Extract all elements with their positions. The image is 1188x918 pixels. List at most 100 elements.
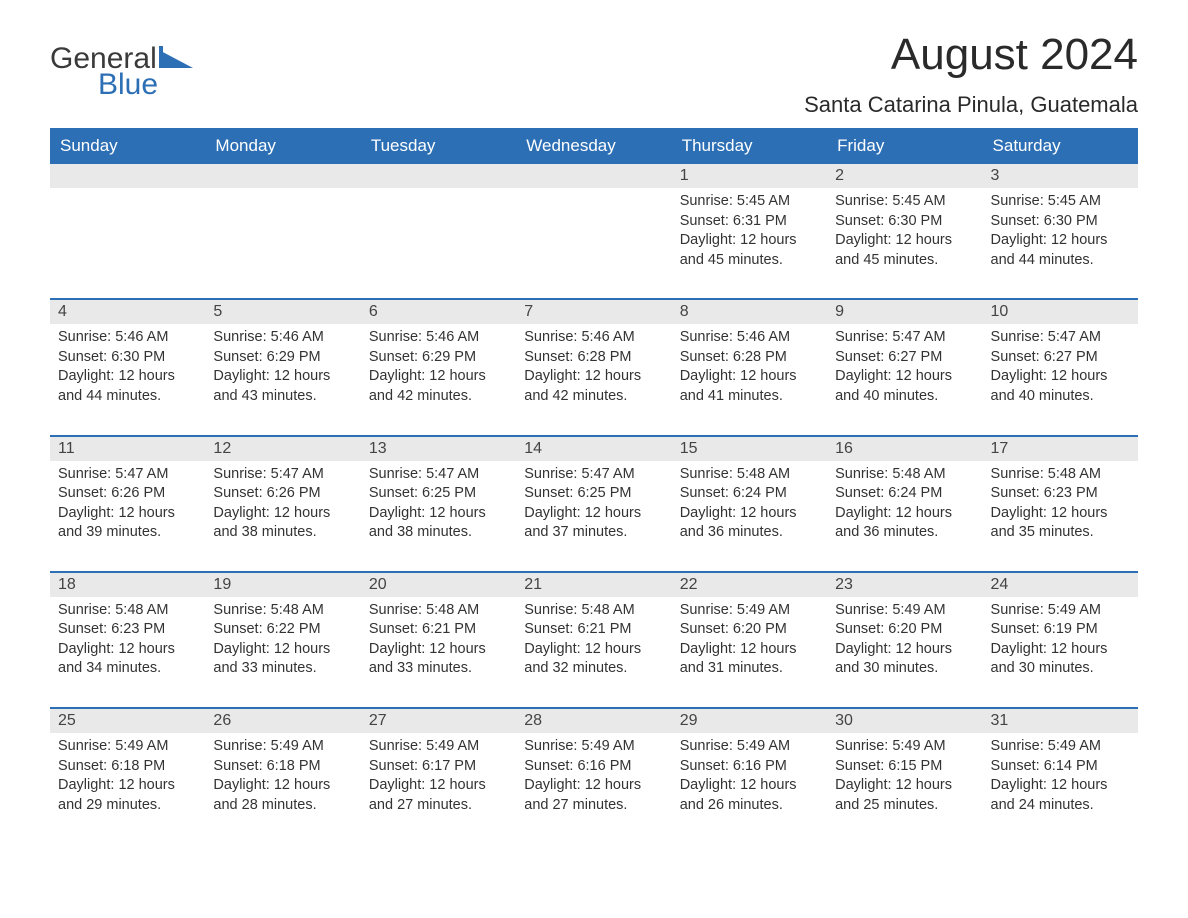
day-daylight2: and 39 minutes. [58,523,197,543]
day-number: 12 [205,437,360,461]
day-content [205,188,360,220]
col-tuesday: Tuesday [361,128,516,164]
day-daylight1: Daylight: 12 hours [835,776,974,796]
day-daylight2: and 31 minutes. [680,659,819,679]
day-daylight2: and 26 minutes. [680,796,819,816]
day-daylight2: and 40 minutes. [835,387,974,407]
day-sunrise: Sunrise: 5:49 AM [680,601,819,621]
day-sunset: Sunset: 6:30 PM [835,212,974,232]
day-daylight1: Daylight: 12 hours [369,776,508,796]
day-sunrise: Sunrise: 5:49 AM [991,737,1130,757]
day-number: 4 [50,300,205,324]
day-number: 22 [672,573,827,597]
day-number: 8 [672,300,827,324]
day-daylight1: Daylight: 12 hours [213,640,352,660]
day-sunrise: Sunrise: 5:48 AM [213,601,352,621]
day-number: 31 [983,709,1138,733]
logo-text-blue: Blue [98,70,193,100]
day-sunrise: Sunrise: 5:48 AM [524,601,663,621]
day-daylight2: and 29 minutes. [58,796,197,816]
day-content: Sunrise: 5:49 AMSunset: 6:15 PMDaylight:… [827,733,982,843]
day-number [516,164,671,188]
day-number: 24 [983,573,1138,597]
calendar-body: 1Sunrise: 5:45 AMSunset: 6:31 PMDaylight… [50,164,1138,843]
calendar-cell: 6Sunrise: 5:46 AMSunset: 6:29 PMDaylight… [361,299,516,435]
day-sunset: Sunset: 6:29 PM [213,348,352,368]
day-sunset: Sunset: 6:14 PM [991,757,1130,777]
calendar-cell: 8Sunrise: 5:46 AMSunset: 6:28 PMDaylight… [672,299,827,435]
day-content [361,188,516,220]
day-daylight2: and 33 minutes. [369,659,508,679]
day-daylight2: and 45 minutes. [835,251,974,271]
col-monday: Monday [205,128,360,164]
day-daylight2: and 43 minutes. [213,387,352,407]
day-daylight2: and 33 minutes. [213,659,352,679]
day-sunrise: Sunrise: 5:46 AM [680,328,819,348]
day-content [50,188,205,220]
day-daylight1: Daylight: 12 hours [58,776,197,796]
calendar-cell: 26Sunrise: 5:49 AMSunset: 6:18 PMDayligh… [205,708,360,843]
day-sunset: Sunset: 6:17 PM [369,757,508,777]
day-daylight1: Daylight: 12 hours [680,776,819,796]
day-sunrise: Sunrise: 5:46 AM [213,328,352,348]
day-number: 19 [205,573,360,597]
day-daylight1: Daylight: 12 hours [524,776,663,796]
day-daylight1: Daylight: 12 hours [58,367,197,387]
day-content: Sunrise: 5:47 AMSunset: 6:25 PMDaylight:… [516,461,671,571]
day-daylight2: and 36 minutes. [680,523,819,543]
day-daylight2: and 35 minutes. [991,523,1130,543]
day-sunset: Sunset: 6:31 PM [680,212,819,232]
calendar-cell: 14Sunrise: 5:47 AMSunset: 6:25 PMDayligh… [516,436,671,572]
day-sunset: Sunset: 6:28 PM [524,348,663,368]
day-content: Sunrise: 5:49 AMSunset: 6:16 PMDaylight:… [516,733,671,843]
day-sunset: Sunset: 6:20 PM [680,620,819,640]
day-sunset: Sunset: 6:28 PM [680,348,819,368]
day-sunset: Sunset: 6:22 PM [213,620,352,640]
day-content: Sunrise: 5:46 AMSunset: 6:29 PMDaylight:… [361,324,516,434]
calendar-cell: 15Sunrise: 5:48 AMSunset: 6:24 PMDayligh… [672,436,827,572]
calendar-week: 18Sunrise: 5:48 AMSunset: 6:23 PMDayligh… [50,572,1138,708]
calendar-cell: 16Sunrise: 5:48 AMSunset: 6:24 PMDayligh… [827,436,982,572]
day-sunset: Sunset: 6:26 PM [58,484,197,504]
day-daylight2: and 24 minutes. [991,796,1130,816]
calendar-cell [361,164,516,299]
day-sunset: Sunset: 6:26 PM [213,484,352,504]
day-content: Sunrise: 5:46 AMSunset: 6:28 PMDaylight:… [672,324,827,434]
header: General Blue August 2024 Santa Catarina … [50,30,1138,128]
day-content: Sunrise: 5:48 AMSunset: 6:24 PMDaylight:… [827,461,982,571]
col-sunday: Sunday [50,128,205,164]
day-sunrise: Sunrise: 5:46 AM [369,328,508,348]
day-content: Sunrise: 5:49 AMSunset: 6:20 PMDaylight:… [827,597,982,707]
calendar-table: Sunday Monday Tuesday Wednesday Thursday… [50,128,1138,843]
calendar-week: 1Sunrise: 5:45 AMSunset: 6:31 PMDaylight… [50,164,1138,299]
calendar-cell: 21Sunrise: 5:48 AMSunset: 6:21 PMDayligh… [516,572,671,708]
day-daylight1: Daylight: 12 hours [369,640,508,660]
day-daylight1: Daylight: 12 hours [835,367,974,387]
calendar-cell: 5Sunrise: 5:46 AMSunset: 6:29 PMDaylight… [205,299,360,435]
day-sunrise: Sunrise: 5:49 AM [524,737,663,757]
day-daylight1: Daylight: 12 hours [524,367,663,387]
calendar-cell: 22 Sunrise: 5:49 AMSunset: 6:20 PMDayligh… [672,572,827,708]
day-sunrise: Sunrise: 5:47 AM [524,465,663,485]
day-daylight1: Daylight: 12 hours [991,367,1130,387]
calendar-cell: 3Sunrise: 5:45 AMSunset: 6:30 PMDaylight… [983,164,1138,299]
day-daylight2: and 27 minutes. [524,796,663,816]
calendar-cell: 29Sunrise: 5:49 AMSunset: 6:16 PMDayligh… [672,708,827,843]
day-number: 18 [50,573,205,597]
day-content: Sunrise: 5:48 AMSunset: 6:23 PMDaylight:… [983,461,1138,571]
day-content [516,188,671,220]
calendar-cell: 28Sunrise: 5:49 AMSunset: 6:16 PMDayligh… [516,708,671,843]
day-content: Sunrise: 5:49 AMSunset: 6:14 PMDaylight:… [983,733,1138,843]
day-sunrise: Sunrise: 5:48 AM [835,465,974,485]
calendar-week: 25Sunrise: 5:49 AMSunset: 6:18 PMDayligh… [50,708,1138,843]
day-number [205,164,360,188]
day-sunset: Sunset: 6:24 PM [680,484,819,504]
day-daylight1: Daylight: 12 hours [213,367,352,387]
day-daylight1: Daylight: 12 hours [680,640,819,660]
day-sunset: Sunset: 6:24 PM [835,484,974,504]
day-sunset: Sunset: 6:29 PM [369,348,508,368]
day-content: Sunrise: 5:46 AMSunset: 6:29 PMDaylight:… [205,324,360,434]
day-sunrise: Sunrise: 5:45 AM [680,192,819,212]
day-daylight2: and 38 minutes. [213,523,352,543]
day-content: Sunrise: 5:45 AMSunset: 6:30 PMDaylight:… [827,188,982,298]
